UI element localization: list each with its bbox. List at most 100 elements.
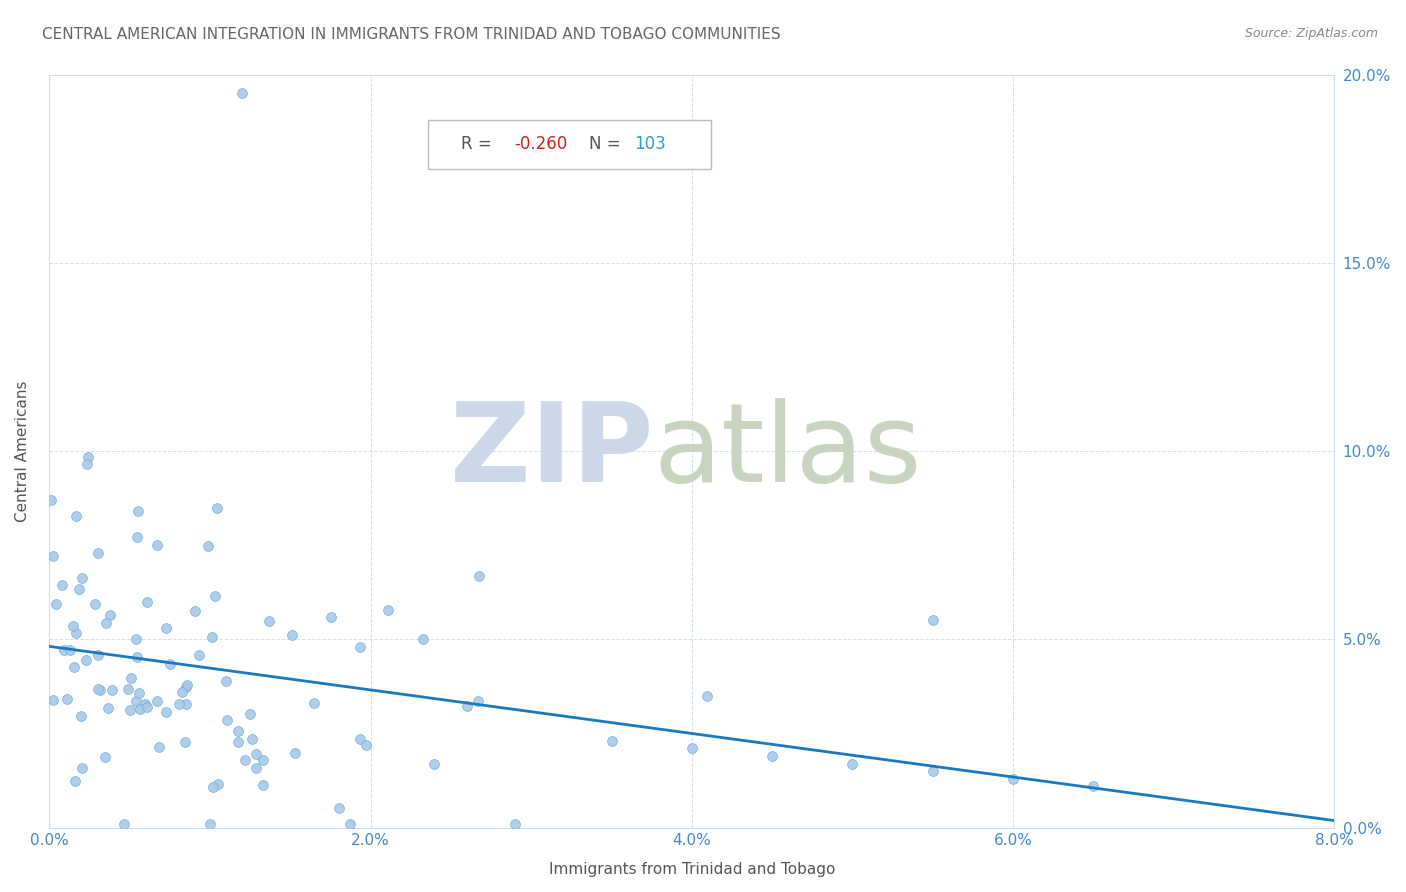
Point — [284, 747, 307, 761]
Point — [127, 504, 149, 518]
Point — [226, 735, 249, 749]
Point — [245, 761, 267, 775]
Point — [136, 700, 159, 714]
Point — [128, 686, 150, 700]
Point — [72, 761, 94, 775]
Point — [127, 530, 149, 544]
FancyBboxPatch shape — [429, 120, 711, 169]
Point — [45, 597, 67, 611]
Point — [176, 678, 198, 692]
Point — [183, 603, 205, 617]
Point — [233, 753, 256, 767]
Text: N =: N = — [589, 136, 626, 153]
Point — [281, 628, 304, 642]
Point — [100, 683, 122, 698]
Point — [39, 492, 62, 507]
Point — [128, 702, 150, 716]
Point — [245, 747, 267, 762]
Point — [84, 597, 107, 611]
Point — [600, 734, 623, 748]
Point — [76, 458, 98, 472]
Point — [87, 682, 110, 697]
Point — [98, 608, 121, 623]
Point — [148, 739, 170, 754]
Point — [252, 753, 274, 767]
Point — [62, 618, 84, 632]
Point — [921, 764, 943, 778]
Text: ZIP: ZIP — [450, 398, 654, 505]
Point — [125, 632, 148, 646]
Point — [226, 724, 249, 739]
Point — [231, 87, 253, 101]
Text: CENTRAL AMERICAN INTEGRATION IN IMMIGRANTS FROM TRINIDAD AND TOBAGO COMMUNITIES: CENTRAL AMERICAN INTEGRATION IN IMMIGRAN… — [42, 27, 780, 42]
Text: atlas: atlas — [654, 398, 922, 505]
Point — [42, 693, 65, 707]
Y-axis label: Central Americans: Central Americans — [15, 380, 30, 522]
Point — [321, 609, 343, 624]
Point — [204, 589, 226, 603]
Point — [170, 685, 193, 699]
Point — [339, 817, 361, 831]
Point — [146, 693, 169, 707]
Point — [52, 643, 75, 657]
Point — [349, 640, 371, 655]
Point — [841, 756, 863, 771]
Point — [1002, 772, 1025, 786]
Point — [55, 692, 77, 706]
Text: Source: ZipAtlas.com: Source: ZipAtlas.com — [1244, 27, 1378, 40]
Point — [200, 817, 222, 831]
Point — [65, 508, 87, 523]
Point — [134, 698, 156, 712]
Text: R =: R = — [461, 136, 496, 153]
Point — [167, 698, 190, 712]
Point — [761, 749, 783, 764]
Text: -0.260: -0.260 — [515, 136, 568, 153]
Point — [205, 501, 228, 516]
Point — [112, 817, 135, 831]
Point — [207, 777, 229, 791]
Point — [65, 626, 87, 640]
Point — [215, 713, 238, 727]
Point — [63, 773, 86, 788]
Point — [239, 707, 262, 722]
Point — [197, 539, 219, 553]
Point — [159, 657, 181, 671]
Point — [356, 738, 378, 752]
Point — [423, 756, 446, 771]
Point — [252, 778, 274, 792]
Point — [187, 648, 209, 662]
Point — [72, 572, 94, 586]
Point — [146, 539, 169, 553]
Point — [468, 569, 491, 583]
Point — [41, 549, 63, 563]
Point — [51, 578, 73, 592]
Point — [377, 603, 399, 617]
Point — [412, 632, 434, 647]
Point — [328, 800, 350, 814]
Point — [1083, 779, 1105, 793]
Point — [155, 705, 177, 719]
Point — [125, 694, 148, 708]
Point — [921, 614, 943, 628]
Point — [89, 682, 111, 697]
Point — [173, 734, 195, 748]
Point — [86, 546, 108, 560]
Point — [155, 622, 177, 636]
Point — [467, 694, 489, 708]
Point — [696, 689, 718, 703]
X-axis label: Immigrants from Trinidad and Tobago: Immigrants from Trinidad and Tobago — [548, 862, 835, 877]
Point — [681, 741, 703, 756]
Point — [201, 630, 224, 644]
Point — [87, 648, 110, 662]
Point — [70, 709, 93, 723]
Point — [349, 732, 371, 747]
Point — [257, 615, 280, 629]
Point — [62, 660, 84, 674]
Point — [240, 732, 263, 747]
Point — [67, 582, 90, 597]
Point — [75, 653, 97, 667]
Point — [302, 697, 325, 711]
Point — [117, 682, 139, 697]
Point — [135, 595, 157, 609]
Point — [97, 701, 120, 715]
